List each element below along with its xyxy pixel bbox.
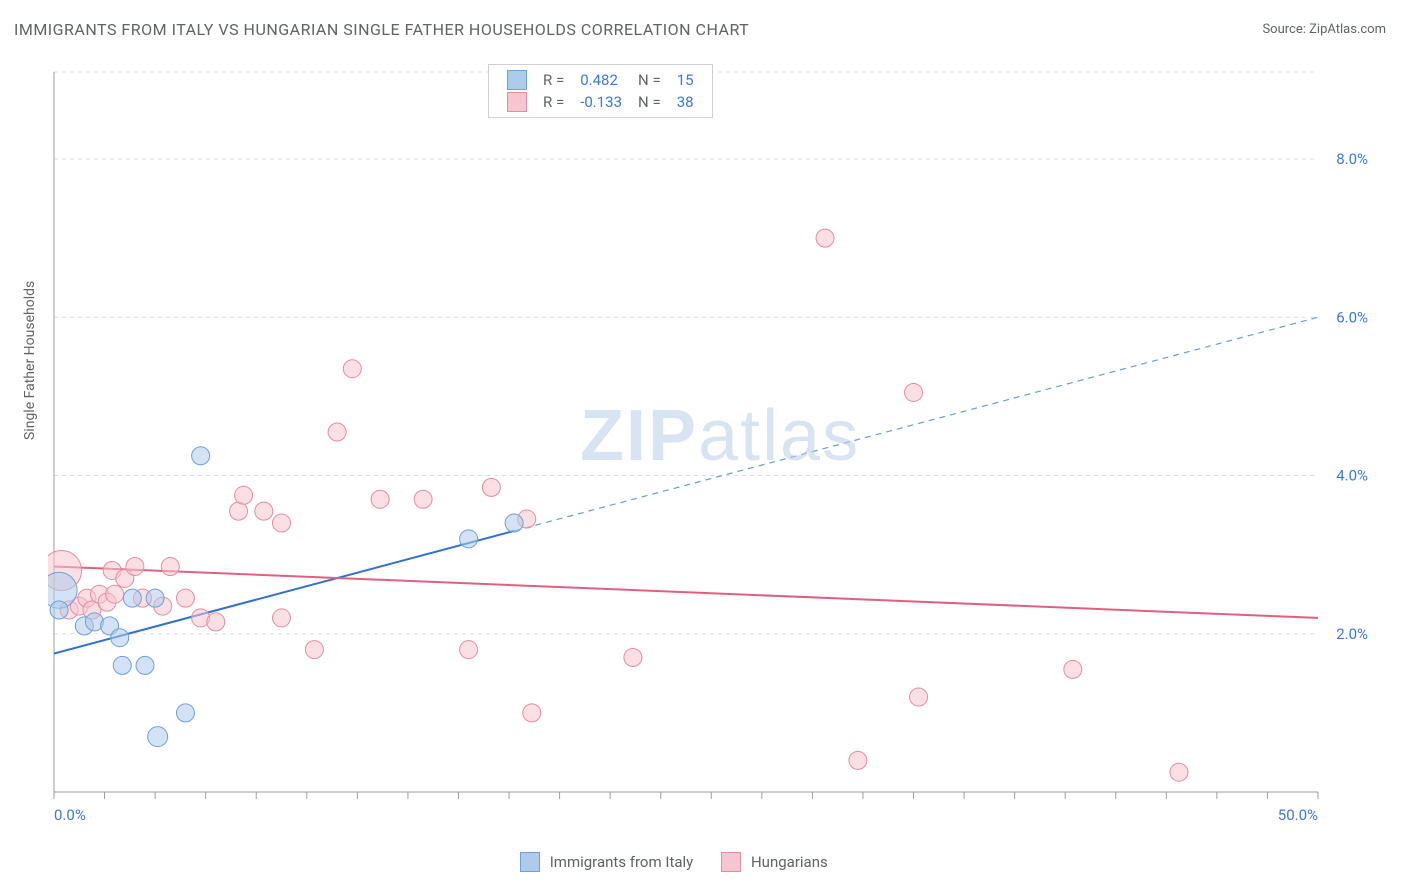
data-point-italy (505, 514, 523, 532)
legend-label: Immigrants from Italy (546, 853, 693, 871)
chart-title: IMMIGRANTS FROM ITALY VS HUNGARIAN SINGL… (14, 20, 749, 39)
scatter-plot: 2.0% 4.0% 6.0% 8.0% 0.0% 50.0% (48, 62, 1388, 822)
source-attribution: Source: ZipAtlas.com (1262, 22, 1386, 37)
data-point-hungarians (126, 558, 144, 576)
data-point-hungarians (1064, 660, 1082, 678)
series-legend: Immigrants from Italy Hungarians (520, 852, 828, 872)
x-tick-label: 0.0% (54, 806, 86, 822)
data-point-hungarians (849, 751, 867, 769)
data-point-hungarians (235, 486, 253, 504)
data-point-italy (146, 589, 164, 607)
data-point-italy (113, 656, 131, 674)
data-point-hungarians (207, 613, 225, 631)
legend-swatch (721, 852, 741, 872)
legend-label: Hungarians (747, 853, 827, 871)
data-point-hungarians (816, 229, 834, 247)
data-point-italy (136, 656, 154, 674)
y-tick-label: 6.0% (1336, 308, 1368, 326)
data-point-hungarians (161, 558, 179, 576)
source-label: Source: (1262, 22, 1305, 37)
data-point-italy (192, 447, 210, 465)
y-axis-label: Single Father Households (22, 281, 38, 440)
data-point-italy (111, 629, 129, 647)
source-value: ZipAtlas.com (1309, 22, 1386, 37)
data-point-italy (460, 530, 478, 548)
y-tick-label: 8.0% (1336, 150, 1368, 168)
legend-swatch (507, 92, 527, 112)
data-point-italy (148, 727, 168, 747)
x-tick-label: 50.0% (1278, 806, 1318, 822)
y-tick-label: 2.0% (1336, 625, 1368, 643)
data-point-hungarians (624, 648, 642, 666)
data-point-hungarians (343, 360, 361, 378)
data-point-hungarians (460, 641, 478, 659)
data-point-hungarians (414, 490, 432, 508)
data-point-hungarians (910, 688, 928, 706)
data-point-italy (123, 589, 141, 607)
data-point-hungarians (230, 502, 248, 520)
data-point-italy (50, 601, 68, 619)
data-point-hungarians (273, 514, 291, 532)
data-point-hungarians (176, 589, 194, 607)
legend-swatch (520, 852, 540, 872)
data-point-hungarians (1170, 763, 1188, 781)
data-point-hungarians (905, 383, 923, 401)
data-point-hungarians (482, 478, 500, 496)
y-tick-label: 4.0% (1336, 467, 1368, 485)
data-point-hungarians (106, 585, 124, 603)
legend-swatch (507, 70, 527, 90)
data-point-italy (176, 704, 194, 722)
data-point-hungarians (523, 704, 541, 722)
data-point-hungarians (255, 502, 273, 520)
data-point-hungarians (305, 641, 323, 659)
stats-legend: R =0.482N =15R =-0.133N =38 (488, 64, 713, 118)
chart-svg: 2.0% 4.0% 6.0% 8.0% 0.0% 50.0% (48, 62, 1388, 822)
data-point-hungarians (328, 423, 346, 441)
data-point-hungarians (371, 490, 389, 508)
data-point-hungarians (273, 609, 291, 627)
